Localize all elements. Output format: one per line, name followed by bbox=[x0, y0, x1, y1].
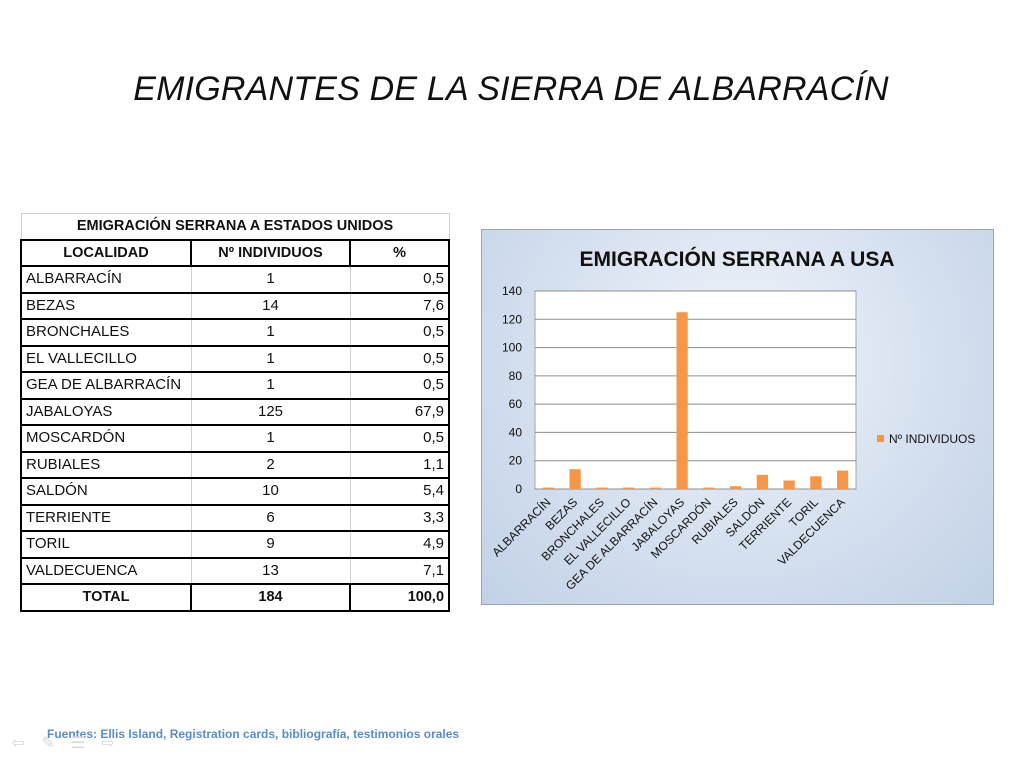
table-header-row: LOCALIDAD Nº INDIVIDUOS % bbox=[20, 238, 451, 267]
y-tick-label: 0 bbox=[515, 482, 522, 496]
cell-percent: 0,5 bbox=[350, 345, 451, 373]
arrow-right-icon[interactable]: ⇨ bbox=[101, 735, 115, 752]
table-row: RUBIALES 2 1,1 bbox=[20, 451, 451, 479]
cell-individuos: 1 bbox=[191, 266, 351, 294]
cell-individuos: 14 bbox=[191, 292, 351, 320]
table-row: JABALOYAS 125 67,9 bbox=[20, 398, 451, 426]
table-row: BRONCHALES 1 0,5 bbox=[20, 319, 451, 347]
bar bbox=[783, 480, 795, 489]
y-tick-label: 20 bbox=[509, 454, 523, 468]
header-localidad: LOCALIDAD bbox=[20, 238, 192, 267]
cell-percent: 7,6 bbox=[350, 292, 451, 320]
y-tick-label: 40 bbox=[509, 425, 523, 439]
cell-localidad: BEZAS bbox=[20, 292, 192, 320]
chart-panel: EMIGRACIÓN SERRANA A USA 0 20 40 60 80 100 120… bbox=[481, 229, 994, 605]
cell-individuos: 1 bbox=[191, 319, 351, 347]
y-tick-label: 140 bbox=[502, 284, 522, 298]
cell-localidad: EL VALLECILLO bbox=[20, 345, 192, 373]
pen-icon[interactable]: ✎ bbox=[41, 735, 55, 752]
slide-title: EMIGRANTES DE LA SIERRA DE ALBARRACÍN bbox=[133, 70, 889, 108]
table-row: ALBARRACÍN 1 0,5 bbox=[20, 266, 451, 294]
header-individuos: Nº INDIVIDUOS bbox=[190, 238, 351, 267]
bar-series bbox=[542, 312, 849, 489]
table-row: VALDECUENCA 13 7,1 bbox=[20, 557, 451, 585]
cell-percent: 5,4 bbox=[350, 478, 451, 506]
cell-individuos: 1 bbox=[191, 345, 351, 373]
y-tick-label: 120 bbox=[502, 312, 522, 326]
bar bbox=[569, 469, 581, 489]
y-tick-label: 80 bbox=[509, 369, 523, 383]
cell-individuos: 6 bbox=[191, 504, 351, 532]
cell-localidad: ALBARRACÍN bbox=[20, 266, 192, 294]
table-total-row: TOTAL 184 100,0 bbox=[20, 583, 451, 612]
cell-localidad: TERRIENTE bbox=[20, 504, 192, 532]
cell-individuos: 10 bbox=[191, 478, 351, 506]
cell-localidad: JABALOYAS bbox=[20, 398, 192, 426]
cell-percent: 3,3 bbox=[350, 504, 451, 532]
table-row: SALDÓN 10 5,4 bbox=[20, 478, 451, 506]
header-percent: % bbox=[348, 238, 451, 267]
cell-localidad: VALDECUENCA bbox=[20, 557, 192, 585]
cell-localidad: SALDÓN bbox=[20, 478, 192, 506]
bar bbox=[542, 487, 554, 489]
cell-percent: 4,9 bbox=[350, 531, 451, 559]
bar bbox=[730, 486, 742, 489]
cell-individuos: 13 bbox=[191, 557, 351, 585]
bar bbox=[596, 487, 608, 489]
arrow-left-icon[interactable]: ⇦ bbox=[11, 735, 25, 752]
cell-localidad: TORIL bbox=[20, 531, 192, 559]
cell-individuos: 9 bbox=[191, 531, 351, 559]
table-row: MOSCARDÓN 1 0,5 bbox=[20, 425, 451, 453]
cell-percent: 0,5 bbox=[350, 319, 451, 347]
bar bbox=[810, 476, 822, 489]
cell-localidad: RUBIALES bbox=[20, 451, 192, 479]
cell-percent: 7,1 bbox=[350, 557, 451, 585]
chart-legend: Nº INDIVIDUOS bbox=[877, 432, 975, 446]
bar bbox=[756, 474, 768, 489]
gridlines: 0 20 40 60 80 100 120 140 bbox=[502, 284, 856, 496]
cell-localidad: MOSCARDÓN bbox=[20, 425, 192, 453]
bar bbox=[623, 487, 635, 489]
table-row: BEZAS 14 7,6 bbox=[20, 292, 451, 320]
cell-percent: 1,1 bbox=[350, 451, 451, 479]
total-count: 184 bbox=[190, 583, 351, 612]
emigration-table: EMIGRACIÓN SERRANA A ESTADOS UNIDOS LOCA… bbox=[20, 213, 451, 612]
source-note: Fuentes: Ellis Island, Registration card… bbox=[47, 727, 460, 741]
menu-icon[interactable]: ☰ bbox=[70, 735, 86, 752]
bar bbox=[837, 470, 849, 489]
cell-localidad: GEA DE ALBARRACÍN bbox=[20, 372, 192, 400]
bar bbox=[649, 487, 661, 489]
cell-individuos: 1 bbox=[191, 425, 351, 453]
cell-percent: 0,5 bbox=[350, 266, 451, 294]
bar bbox=[703, 487, 715, 489]
table-caption: EMIGRACIÓN SERRANA A ESTADOS UNIDOS bbox=[20, 213, 450, 241]
bar-chart: EMIGRACIÓN SERRANA A USA 0 20 40 60 80 100 120… bbox=[489, 247, 976, 593]
bar bbox=[676, 312, 688, 489]
cell-individuos: 2 bbox=[191, 451, 351, 479]
cell-localidad: BRONCHALES bbox=[20, 319, 192, 347]
total-label: TOTAL bbox=[20, 583, 192, 612]
chart-title: EMIGRACIÓN SERRANA A USA bbox=[579, 247, 894, 271]
table-row: GEA DE ALBARRACÍN 1 0,5 bbox=[20, 372, 451, 400]
y-tick-label: 100 bbox=[502, 341, 522, 355]
table-row: TORIL 9 4,9 bbox=[20, 531, 451, 559]
cell-individuos: 1 bbox=[191, 372, 351, 400]
slide-nav-controls: ⇦ ✎ ☰ ⇨ bbox=[8, 736, 118, 752]
y-tick-label: 60 bbox=[509, 397, 523, 411]
cell-individuos: 125 bbox=[191, 398, 351, 426]
plot-area bbox=[534, 290, 857, 490]
total-percent: 100,0 bbox=[348, 583, 451, 612]
cell-percent: 67,9 bbox=[350, 398, 451, 426]
table-row: EL VALLECILLO 1 0,5 bbox=[20, 345, 451, 373]
table-row: TERRIENTE 6 3,3 bbox=[20, 504, 451, 532]
legend-label: Nº INDIVIDUOS bbox=[889, 432, 975, 446]
cell-percent: 0,5 bbox=[350, 372, 451, 400]
cell-percent: 0,5 bbox=[350, 425, 451, 453]
legend-swatch bbox=[877, 435, 884, 442]
